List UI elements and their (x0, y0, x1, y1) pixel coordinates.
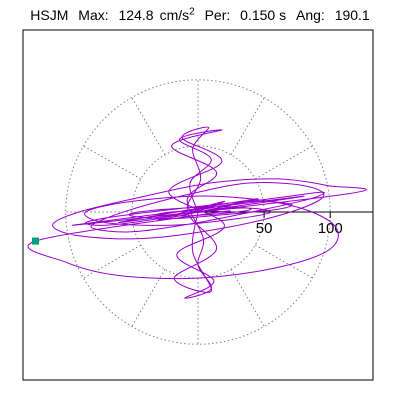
polar-spoke-60 (230, 97, 265, 156)
station-code: HSJM (30, 6, 69, 23)
polar-spoke-330 (254, 244, 313, 279)
polar-spoke-120 (131, 97, 166, 156)
ang-label: Ang: (295, 6, 325, 23)
peak-marker (32, 237, 40, 245)
polar-spoke-150 (83, 145, 142, 180)
x-tick-label-50: 50 (256, 220, 273, 237)
max-unit-base: cm/s (159, 6, 190, 23)
chart-header: HSJM Max: 124.8 cm/s2 Per: 0.150 s Ang: 1… (0, 6, 400, 23)
per-label: Per: (204, 6, 231, 23)
max-value: 124.8 (118, 6, 154, 23)
polar-spoke-300 (230, 268, 265, 327)
x-tick-label-100: 100 (318, 220, 343, 237)
max-unit: cm/s2 (159, 6, 195, 23)
max-unit-exponent: 2 (189, 6, 195, 17)
polar-spoke-240 (131, 268, 166, 327)
per-value: 0.150 s (240, 6, 287, 23)
trace-series-2 (168, 126, 225, 299)
plot-frame (22, 29, 374, 381)
trace-series-1 (27, 178, 367, 280)
polar-spoke-210 (83, 244, 142, 279)
max-label: Max: (78, 6, 109, 23)
peak-marker-layer (32, 237, 40, 245)
x-axis: 50 100 (198, 211, 373, 237)
ang-value: 190.1 (334, 6, 370, 23)
polar-spoke-30 (254, 145, 313, 180)
trace-layer (27, 126, 367, 299)
